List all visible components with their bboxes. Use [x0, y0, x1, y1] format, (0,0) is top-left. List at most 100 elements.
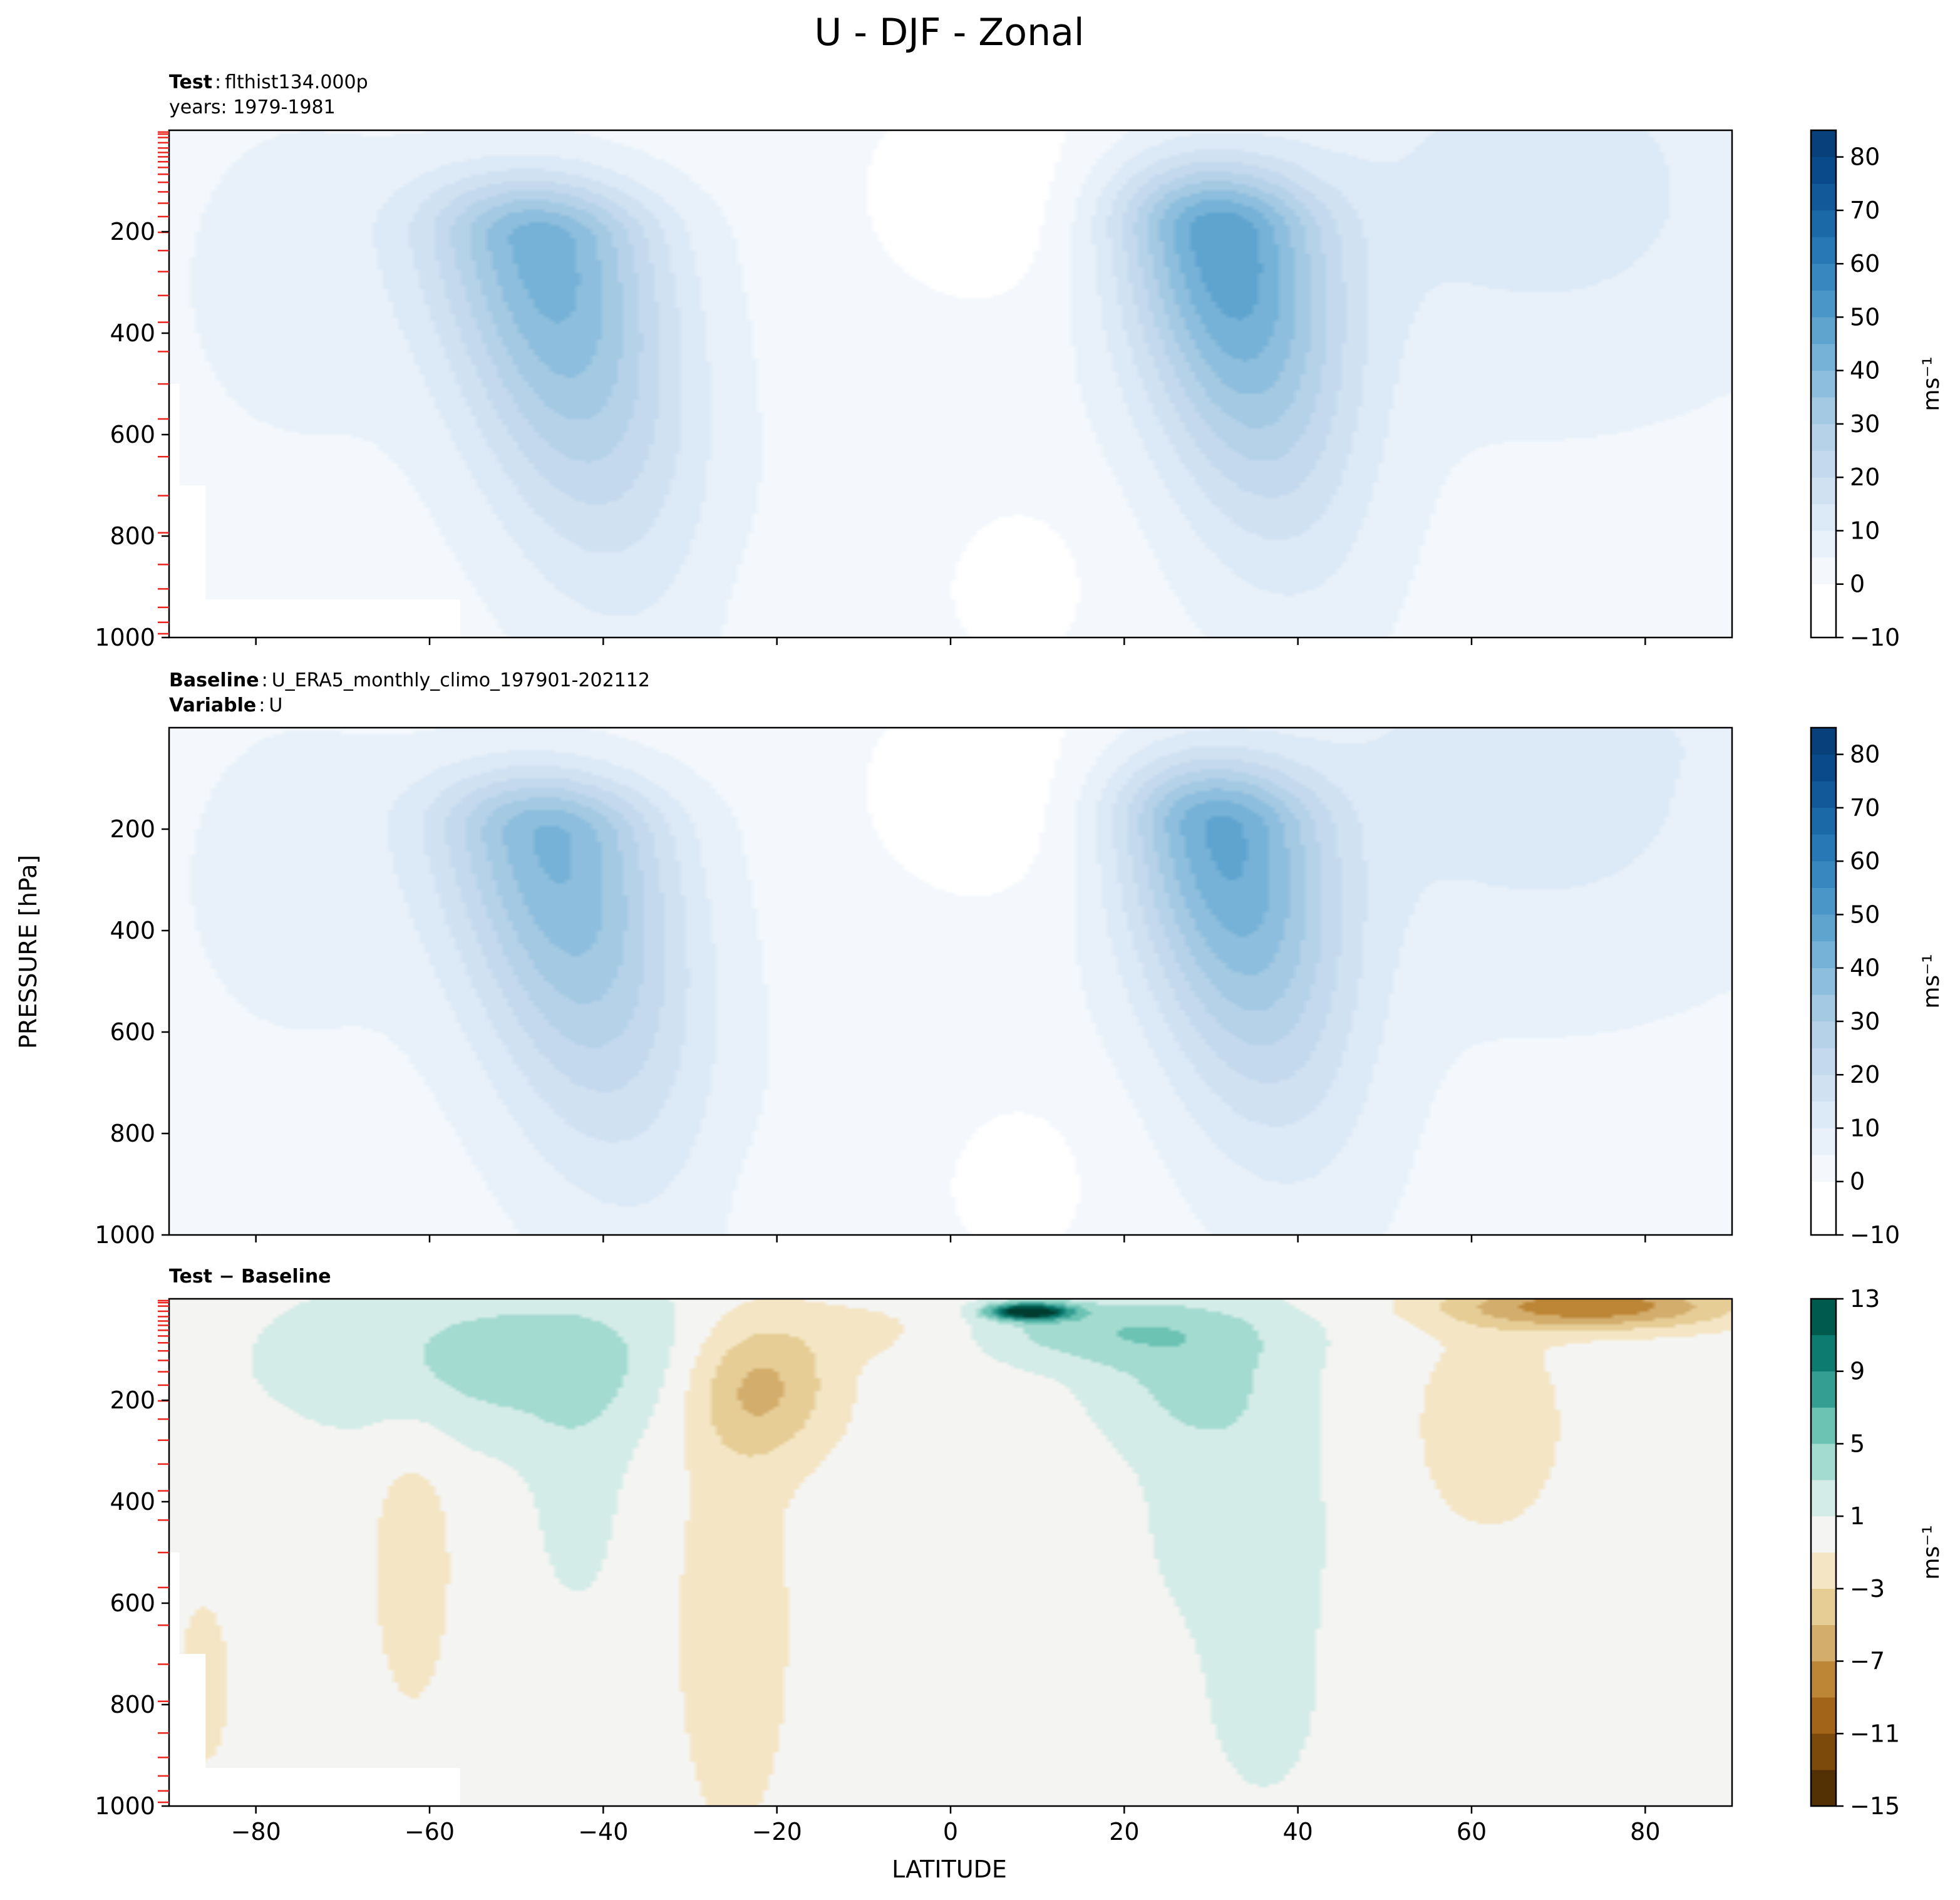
panel-baseline-variable-text: U: [269, 694, 282, 716]
colorbar-segment: [1810, 1298, 1837, 1336]
panel-baseline-variable-bold: Variable: [169, 694, 256, 716]
colorbar-segment: [1810, 557, 1837, 584]
colorbar-segment: [1810, 1624, 1837, 1661]
colorbar-tick-label: −10: [1850, 1221, 1900, 1249]
colorbar-segment: [1810, 530, 1837, 558]
y-tick-label: 600: [110, 421, 155, 448]
colorbar-tick-label: 1: [1850, 1502, 1865, 1530]
y-tick-label: 200: [110, 218, 155, 245]
missing-data-mask: [169, 1552, 460, 1806]
x-axis-label: LATITUDE: [892, 1856, 1007, 1883]
colorbar-segment: [1810, 317, 1837, 344]
colorbar-unit-label: ms⁻¹: [1919, 954, 1944, 1008]
x-tick-label: 40: [1282, 1818, 1313, 1846]
y-tick-label: 800: [110, 1120, 155, 1147]
x-tick-label: 20: [1109, 1818, 1139, 1846]
colorbar-segment: [1810, 860, 1837, 889]
x-tick-label: 0: [943, 1818, 958, 1846]
colorbar-tick-label: 80: [1850, 741, 1880, 768]
y-tick-label: 600: [110, 1589, 155, 1617]
colorbar-frame: [1810, 129, 1837, 639]
colorbar-tick-label: 70: [1850, 197, 1880, 224]
colorbar-segment: [1810, 1588, 1837, 1625]
colorbar-segment: [1810, 1661, 1837, 1698]
colorbar-tick-label: 0: [1850, 1168, 1865, 1195]
panel-test-label-text: flthist134.000p: [225, 71, 368, 93]
colorbar-tick-label: 30: [1850, 1008, 1880, 1035]
colorbar-segment: [1810, 237, 1837, 264]
colorbar-tick-label: 30: [1850, 410, 1880, 438]
panel-baseline-variable: Variable: U: [169, 694, 282, 716]
colorbar-tick-label: 13: [1850, 1285, 1880, 1313]
colorbar-tick-label: −15: [1850, 1792, 1900, 1820]
x-tick-label: −80: [231, 1818, 281, 1846]
colorbar-segment: [1810, 1480, 1837, 1517]
colorbar-tick-label: 60: [1850, 250, 1880, 277]
y-tick-label: 200: [110, 815, 155, 843]
colorbar-segment: [1810, 1733, 1837, 1770]
colorbar-segment: [1810, 994, 1837, 1022]
colorbar-segment: [1810, 1769, 1837, 1807]
y-tick-label: 400: [110, 319, 155, 347]
contour-field-baseline: [169, 728, 1732, 1235]
figure-title: U - DJF - Zonal: [814, 11, 1084, 54]
colorbar-segment: [1810, 968, 1837, 995]
colorbar-segment: [1810, 423, 1837, 451]
colorbar-segment: [1810, 914, 1837, 942]
colorbar-unit-label: ms⁻¹: [1919, 1525, 1944, 1579]
panel-test-label: Test: flthist134.000p: [169, 71, 368, 93]
colorbar-tick-label: 5: [1850, 1430, 1865, 1457]
colorbar-segment: [1810, 807, 1837, 835]
y-tick-label: 1000: [95, 1221, 155, 1249]
colorbar-tick-label: −7: [1850, 1648, 1885, 1675]
x-tick-label: −60: [405, 1818, 455, 1846]
colorbar-frame: [1810, 1298, 1837, 1807]
y-axis-label: PRESSURE [hPa]: [14, 855, 42, 1049]
contour-field-test: [169, 130, 1732, 638]
colorbar-segment: [1810, 887, 1837, 915]
x-tick-label: −40: [578, 1818, 628, 1846]
colorbar-segment: [1810, 183, 1837, 211]
colorbar-segment: [1810, 754, 1837, 782]
y-tick-label: 600: [110, 1018, 155, 1046]
missing-data-mask: [169, 384, 460, 638]
colorbar-segment: [1810, 1335, 1837, 1371]
colorbar-segment: [1810, 290, 1837, 318]
colorbar-segment: [1810, 727, 1837, 755]
colorbar-segment: [1810, 343, 1837, 371]
colorbar-tick-label: 70: [1850, 794, 1880, 822]
colorbar-segment: [1810, 1697, 1837, 1734]
colorbar-segment: [1810, 130, 1837, 157]
colorbar-segment: [1810, 1128, 1837, 1155]
y-tick-label: 1000: [95, 1792, 155, 1820]
y-tick-label: 400: [110, 917, 155, 944]
colorbar-tick-label: 40: [1850, 357, 1880, 385]
colorbar-segment: [1810, 1407, 1837, 1444]
colorbar-tick-label: 40: [1850, 954, 1880, 982]
y-tick-label: 800: [110, 522, 155, 550]
colorbar-segment: [1810, 1154, 1837, 1182]
colorbar-tick-label: 0: [1850, 571, 1865, 598]
colorbar-tick-label: 10: [1850, 517, 1880, 544]
colorbar-segment: [1810, 370, 1837, 398]
y-tick-label: 400: [110, 1488, 155, 1515]
colorbar-segment: [1810, 503, 1837, 531]
colorbar-tick-label: −3: [1850, 1575, 1885, 1603]
y-tick-label: 1000: [95, 624, 155, 651]
colorbar-segment: [1810, 1021, 1837, 1048]
colorbar-tick-label: 50: [1850, 303, 1880, 331]
colorbar-tick-label: 50: [1850, 901, 1880, 928]
colorbar-tick-label: 20: [1850, 1061, 1880, 1088]
x-tick-label: 60: [1457, 1818, 1487, 1846]
panel-baseline-label-bold: Baseline: [169, 669, 259, 691]
colorbar-segment: [1810, 781, 1837, 808]
colorbar-segment: [1810, 584, 1837, 638]
colorbar-frame: [1810, 726, 1837, 1236]
colorbar-segment: [1810, 834, 1837, 862]
colorbar-tick-label: 60: [1850, 847, 1880, 875]
panel-diff-label: Test − Baseline: [169, 1266, 331, 1288]
colorbar-segment: [1810, 263, 1837, 291]
colorbar-tick-label: 20: [1850, 463, 1880, 491]
